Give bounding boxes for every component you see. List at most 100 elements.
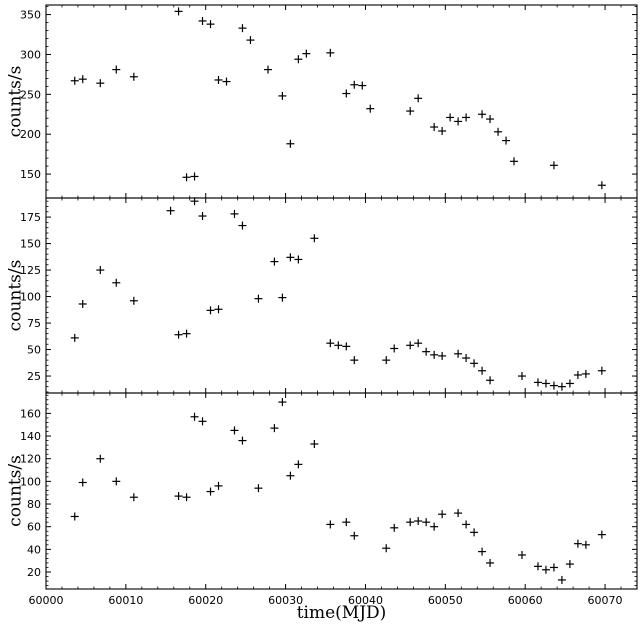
data-point-middle [422,347,431,356]
data-point-top [96,79,105,88]
y-tick-label-middle: 75 [27,317,41,330]
data-point-top [238,24,247,33]
data-point-top [214,75,223,84]
y-tick-label-middle: 25 [27,370,41,383]
data-point-middle [462,354,471,363]
data-point-middle [470,359,479,368]
data-point-bottom [557,575,566,584]
plot-frame-top [45,4,638,199]
data-point-middle [238,221,247,230]
data-point-bottom [112,477,121,486]
x-tick-label: 60040 [348,594,383,607]
data-point-top [198,16,207,25]
data-point-bottom [342,518,351,527]
data-point-top [366,104,375,113]
plot-frame-middle [45,197,638,394]
data-point-bottom [541,565,550,574]
data-point-middle [286,253,295,262]
data-point-middle [254,294,263,303]
data-point-middle [478,366,487,375]
panel-middle: 25 50 75 100 125 150 175 [20,197,638,394]
data-point-bottom [254,484,263,493]
data-point-middle [549,381,558,390]
data-point-top [129,72,138,81]
data-point-bottom [390,523,399,532]
data-point-top [78,75,87,84]
x-tick-label: 60050 [428,594,463,607]
data-point-bottom [129,493,138,502]
y-tick-label-top: 150 [20,168,41,181]
data-point-bottom [549,563,558,572]
data-point-top [342,89,351,98]
data-point-bottom [174,492,183,501]
data-point-middle [182,329,191,338]
y-tick-label-top: 350 [20,9,41,22]
y-tick-label-top: 300 [20,48,41,61]
data-point-middle [206,306,215,315]
y-tick-label-bottom: 160 [20,407,41,420]
panel-bottom: 20 40 60 80 100 120 140 160 60000 60010 60020 60030… [20,392,638,607]
data-point-middle [406,341,415,350]
y-tick-label-middle: 100 [20,291,41,304]
data-point-middle [78,299,87,308]
data-point-middle [198,212,207,221]
data-point-top [278,91,287,100]
data-point-top [549,161,558,170]
data-point-bottom [517,551,526,560]
panel-top: 150 200 250 300 350 [20,4,638,199]
data-point-top [438,127,447,136]
data-point-middle [597,366,606,375]
data-point-bottom [430,522,439,531]
data-point-middle [565,379,574,388]
y-tick-label-middle: 50 [27,344,41,357]
data-point-middle [438,351,447,360]
data-point-top [358,81,367,90]
data-point-middle [129,296,138,305]
data-point-middle [382,356,391,365]
data-point-bottom [270,424,279,433]
data-point-bottom [581,540,590,549]
y-tick-label-middle: 150 [20,238,41,251]
data-point-bottom [78,478,87,487]
data-point-middle [486,376,495,385]
data-point-bottom [414,517,423,526]
data-point-bottom [190,412,199,421]
data-point-bottom [565,560,574,569]
plot-frame-bottom [45,392,638,590]
data-point-middle [310,234,319,243]
data-point-middle [517,372,526,381]
data-point-middle [230,209,239,218]
data-point-bottom [597,530,606,539]
data-point-middle [96,266,105,275]
data-point-bottom [533,562,542,571]
data-point-top [446,113,455,122]
y-axis-label-top: counts/s [6,66,26,138]
data-point-top [246,36,255,45]
data-point-bottom [326,520,335,529]
data-point-bottom [182,493,191,502]
data-point-bottom [286,471,295,480]
y-tick-label-bottom: 40 [27,543,41,556]
data-point-bottom [238,436,247,445]
data-point-middle [414,339,423,348]
data-point-top [430,123,439,132]
data-point-middle [334,341,343,350]
data-point-top [597,181,606,190]
data-point-bottom [350,531,359,540]
data-point-middle [70,333,79,342]
data-point-middle [294,255,303,264]
data-point-top [406,107,415,116]
data-point-bottom [454,509,463,518]
data-point-middle [214,305,223,314]
x-tick-label: 60010 [108,594,143,607]
y-tick-label-bottom: 100 [20,475,41,488]
x-axis-label: time(MJD) [297,603,387,623]
data-point-top [478,110,487,119]
data-point-top [286,139,295,148]
data-point-middle [350,356,359,365]
data-point-top [174,7,183,16]
data-point-top [190,172,199,181]
data-point-bottom [278,398,287,407]
data-point-bottom [198,417,207,426]
